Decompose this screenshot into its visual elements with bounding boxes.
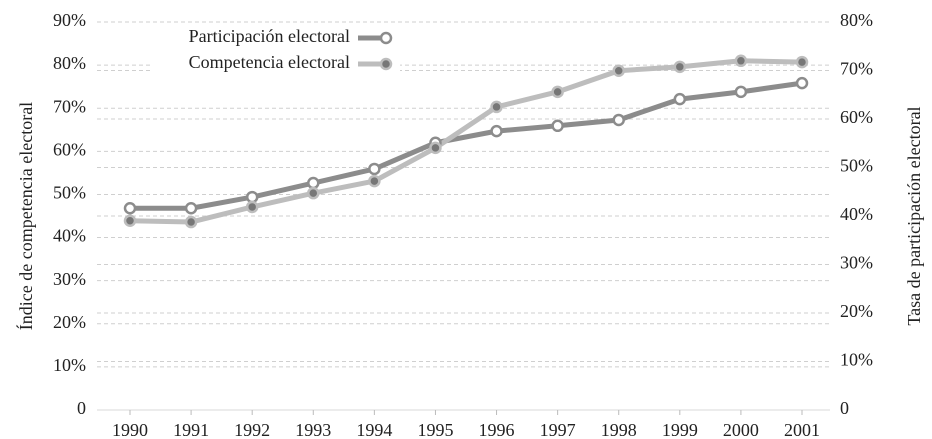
point: [490, 100, 503, 114]
x-tick-label: 1997: [540, 420, 576, 439]
yticks-label: 0: [77, 398, 86, 418]
point: [612, 64, 625, 77]
x-tick-label: 1995: [417, 420, 453, 439]
y2ticks-label: 20%: [840, 301, 873, 321]
point: [307, 176, 320, 190]
y2ticks-label: 10%: [840, 350, 873, 370]
legend-label: Participación electoral: [189, 26, 350, 46]
legend-label: Competencia electoral: [189, 52, 350, 72]
x-tick-label: 1991: [173, 420, 209, 439]
y2ticks-label: 0: [840, 398, 849, 418]
point: [184, 215, 198, 229]
y2-axis-title: Tasa de participación electoral: [904, 106, 924, 325]
y2ticks-label: 30%: [840, 253, 873, 273]
yticks-label: 40%: [53, 226, 86, 246]
x-tick-label: 1996: [479, 420, 515, 439]
y2ticks-label: 50%: [840, 156, 873, 176]
legend-marker: [379, 31, 393, 45]
point: [245, 200, 259, 214]
point: [673, 92, 687, 106]
point: [123, 214, 137, 227]
y2ticks-label: 70%: [840, 59, 873, 79]
point: [734, 54, 748, 68]
y2ticks-label: 40%: [840, 204, 873, 224]
x-tick-label: 1993: [295, 420, 331, 439]
y-axis-title: Índice de competencia electoral: [15, 102, 36, 330]
yticks-label: 30%: [53, 269, 86, 289]
point: [123, 201, 137, 215]
point: [490, 124, 503, 138]
point: [307, 186, 320, 200]
series-line: [129, 58, 803, 225]
point: [673, 60, 687, 74]
series-line: [130, 80, 803, 211]
legend-marker: [379, 57, 393, 71]
point: [184, 201, 198, 215]
x-tick-label: 1990: [112, 420, 148, 439]
x-tick-label: 1992: [234, 420, 270, 439]
x-tick-label: 1994: [356, 420, 392, 439]
point: [245, 190, 259, 204]
x-tick-label: 2001: [784, 420, 820, 439]
yticks-label: 60%: [53, 139, 86, 159]
x-tick-label: 1998: [601, 420, 637, 439]
yticks-label: 20%: [53, 312, 86, 332]
point: [795, 76, 809, 90]
point: [734, 85, 748, 99]
point: [429, 141, 442, 155]
point: [368, 174, 381, 188]
point: [368, 162, 381, 176]
yticks-label: 10%: [53, 355, 86, 375]
yticks-label: 90%: [53, 10, 86, 30]
x-tick-label: 1999: [662, 420, 698, 439]
point: [551, 119, 564, 133]
yticks-label: 80%: [53, 53, 86, 73]
yticks-label: 70%: [53, 96, 86, 116]
point: [612, 113, 625, 127]
y2ticks-label: 60%: [840, 107, 873, 127]
y2ticks-label: 80%: [840, 10, 873, 30]
point: [551, 85, 564, 99]
yticks-label: 50%: [53, 183, 86, 203]
x-tick-label: 2000: [723, 420, 759, 439]
point: [795, 55, 809, 69]
